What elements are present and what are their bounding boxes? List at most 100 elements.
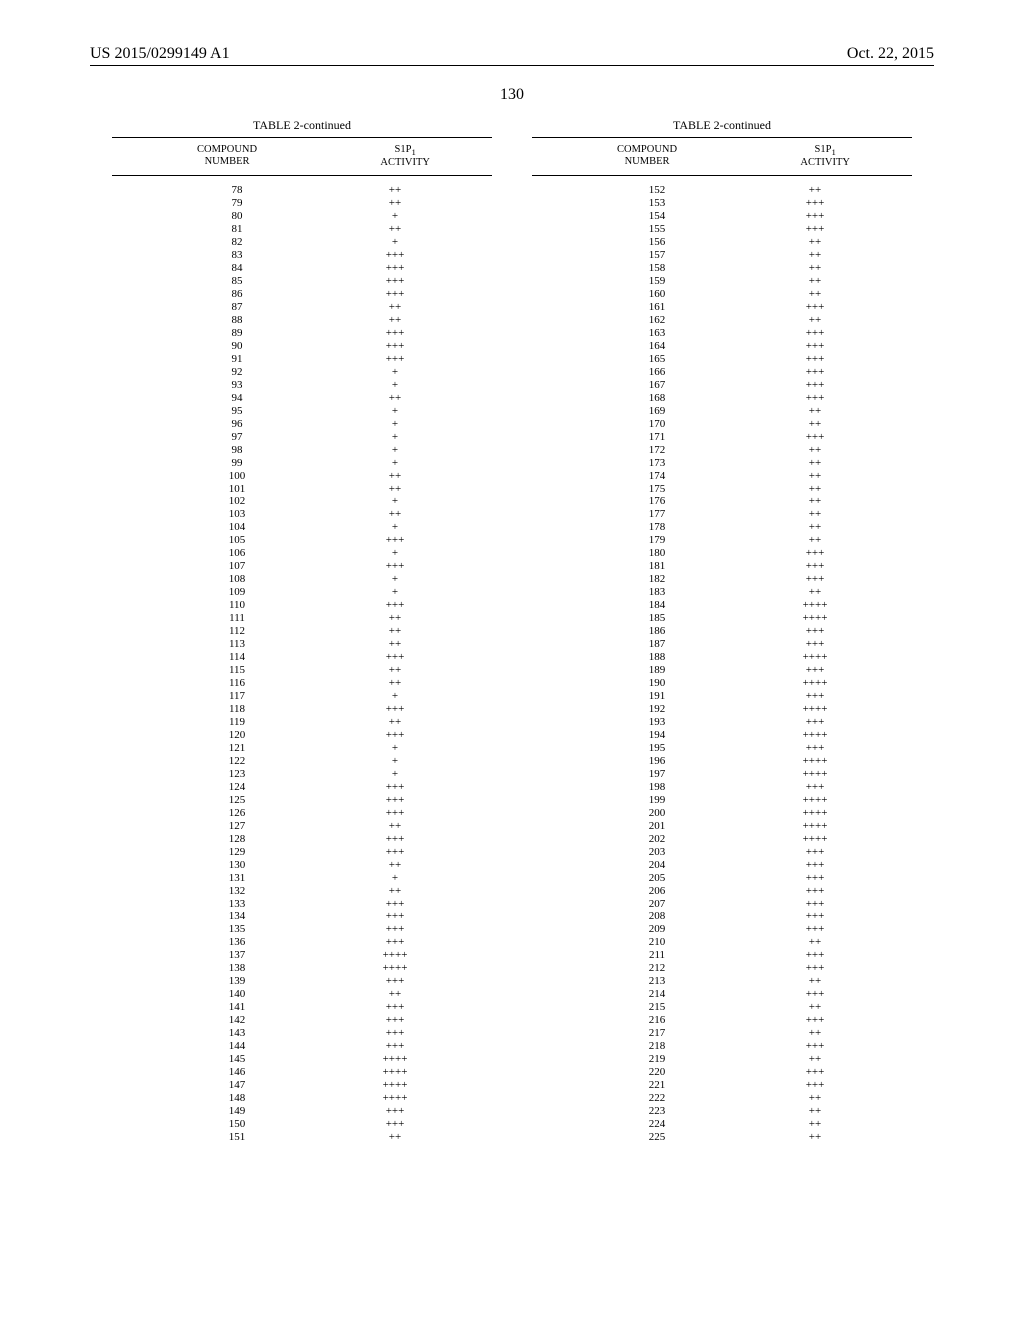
table-row: 126+++: [217, 807, 420, 820]
table-row: 185++++: [637, 612, 840, 625]
table-row: 129+++: [217, 846, 420, 859]
compound-number-cell: 223: [637, 1105, 677, 1118]
activity-cell: +++: [370, 1118, 420, 1131]
table-row: 219++: [637, 1053, 840, 1066]
compound-number-cell: 156: [637, 236, 677, 249]
compound-number-cell: 205: [637, 872, 677, 885]
table-row: 107+++: [217, 560, 420, 573]
compound-number-cell: 178: [637, 521, 677, 534]
activity-cell: +++: [790, 885, 840, 898]
table-row: 101 ++: [217, 483, 420, 496]
activity-cell: +: [370, 586, 420, 599]
activity-cell: ++: [370, 508, 420, 521]
activity-cell: +++: [370, 1105, 420, 1118]
compound-number-cell: 188: [637, 651, 677, 664]
compound-number-cell: 193: [637, 716, 677, 729]
activity-cell: ++++: [370, 1066, 420, 1079]
activity-cell: +++: [790, 353, 840, 366]
activity-cell: +++: [370, 1027, 420, 1040]
table-row: 88++: [217, 314, 420, 327]
compound-number-cell: 170: [637, 418, 677, 431]
table-header-wrap-right: COMPOUND NUMBER S1P1 ACTIVITY: [532, 137, 912, 176]
activity-cell: +++: [370, 833, 420, 846]
compound-number-cell: 133: [217, 898, 257, 911]
activity-cell: +++: [790, 197, 840, 210]
compound-number-cell: 147: [217, 1079, 257, 1092]
table-row: 85+++: [217, 275, 420, 288]
compound-number-cell: 143: [217, 1027, 257, 1040]
table-row: 93+: [217, 379, 420, 392]
activity-cell: ++++: [370, 1053, 420, 1066]
compound-number-cell: 142: [217, 1014, 257, 1027]
compound-number-cell: 208: [637, 910, 677, 923]
activity-cell: +: [370, 431, 420, 444]
publication-date: Oct. 22, 2015: [847, 45, 934, 63]
table-row: 136+++: [217, 936, 420, 949]
compound-number-cell: 199: [637, 794, 677, 807]
activity-cell: +++: [370, 923, 420, 936]
compound-number-cell: 162: [637, 314, 677, 327]
publication-number: US 2015/0299149 A1: [90, 45, 230, 63]
table-row: 195+++: [637, 742, 840, 755]
table-row: 123+: [217, 768, 420, 781]
table-row: 100++: [217, 470, 420, 483]
compound-number-cell: 165: [637, 353, 677, 366]
compound-number-cell: 101: [217, 483, 257, 496]
compound-number-cell: 207: [637, 898, 677, 911]
compound-number-cell: 105: [217, 534, 257, 547]
table-row: 84+++: [217, 262, 420, 275]
compound-number-cell: 184: [637, 599, 677, 612]
table-row: 82+: [217, 236, 420, 249]
table-row: 203+++: [637, 846, 840, 859]
compound-number-cell: 215: [637, 1001, 677, 1014]
compound-number-cell: 221: [637, 1079, 677, 1092]
table-row: 145++++: [217, 1053, 420, 1066]
table-header-wrap-left: COMPOUND NUMBER S1P1 ACTIVITY: [112, 137, 492, 176]
table-row: 120+++: [217, 729, 420, 742]
table-row: 113++: [217, 638, 420, 651]
activity-cell: +++: [790, 431, 840, 444]
activity-cell: ++++: [370, 1092, 420, 1105]
activity-cell: ++++: [790, 807, 840, 820]
compound-number-cell: 130: [217, 859, 257, 872]
compound-number-cell: 131: [217, 872, 257, 885]
compound-number-cell: 172: [637, 444, 677, 457]
compound-number-cell: 116: [217, 677, 257, 690]
col-header-compound: COMPOUND NUMBER: [617, 144, 677, 169]
compound-number-cell: 119: [217, 716, 257, 729]
table-row: 214+++: [637, 988, 840, 1001]
table-header-left: COMPOUND NUMBER S1P1 ACTIVITY: [112, 144, 492, 169]
table-row: 150+++: [217, 1118, 420, 1131]
table-row: 102+: [217, 495, 420, 508]
activity-cell: ++: [790, 418, 840, 431]
compound-number-cell: 98: [217, 444, 257, 457]
table-row: 166+++: [637, 366, 840, 379]
activity-cell: ++: [370, 716, 420, 729]
table-row: 143 +++: [217, 1027, 420, 1040]
activity-cell: ++: [790, 1131, 840, 1144]
table-row: 176++: [637, 495, 840, 508]
compound-number-cell: 200: [637, 807, 677, 820]
compound-number-cell: 179: [637, 534, 677, 547]
table-row: 149+++: [217, 1105, 420, 1118]
compound-number-cell: 132: [217, 885, 257, 898]
activity-cell: ++: [370, 483, 420, 496]
activity-cell: ++++: [790, 833, 840, 846]
table-row: 210++: [637, 936, 840, 949]
table-row: 133+++: [217, 898, 420, 911]
compound-number-cell: 108: [217, 573, 257, 586]
col-header-compound: COMPOUND NUMBER: [197, 144, 257, 169]
activity-cell: ++++: [370, 1079, 420, 1092]
table-row: 158++: [637, 262, 840, 275]
activity-cell: ++: [370, 988, 420, 1001]
compound-number-cell: 167: [637, 379, 677, 392]
compound-number-cell: 96: [217, 418, 257, 431]
table-row: 191+++: [637, 690, 840, 703]
activity-cell: +++: [790, 664, 840, 677]
table-row: 218+++: [637, 1040, 840, 1053]
compound-number-cell: 196: [637, 755, 677, 768]
table-row: 96+: [217, 418, 420, 431]
activity-cell: +++: [370, 807, 420, 820]
table-row: 217++: [637, 1027, 840, 1040]
compound-number-cell: 161: [637, 301, 677, 314]
